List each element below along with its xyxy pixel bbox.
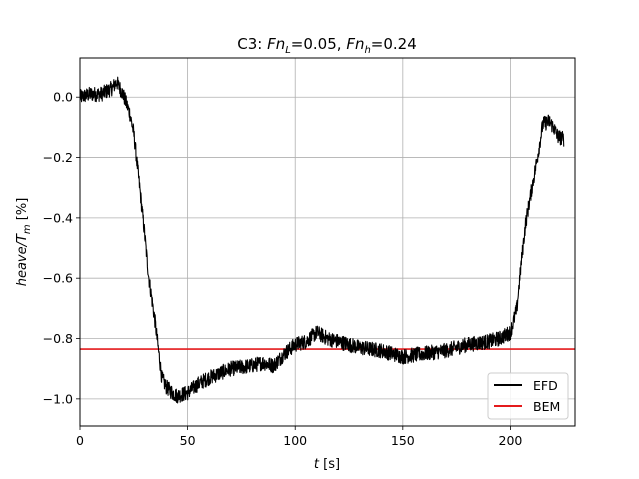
x-axis-label: t [s] (314, 457, 340, 472)
x-tick-label: 100 (283, 433, 307, 448)
x-axis-ticks: 0 50 100 150 200 (76, 426, 522, 448)
y-tick-label: −0.2 (43, 150, 73, 165)
y-tick-label: −0.8 (43, 331, 73, 346)
y-tick-label: 0.0 (53, 90, 73, 105)
x-tick-label: 0 (76, 433, 84, 448)
legend: EFD BEM (487, 372, 569, 420)
legend-label-bem: BEM (533, 399, 560, 414)
y-tick-label: −1.0 (43, 391, 73, 406)
legend-label-efd: EFD (533, 378, 558, 393)
efd-line (79, 76, 565, 404)
y-axis-ticks: 0.0 −0.2 −0.4 −0.6 −0.8 −1.0 (43, 90, 80, 406)
y-axis-label: heave/Tm [%] (15, 198, 33, 287)
x-tick-label: 200 (499, 433, 523, 448)
chart-title: C3: FnL=0.05, Fnh=0.24 (237, 35, 417, 56)
x-tick-label: 50 (180, 433, 196, 448)
x-tick-label: 150 (391, 433, 415, 448)
plot-frame (79, 57, 576, 427)
y-tick-label: −0.4 (43, 210, 73, 225)
y-tick-label: −0.6 (43, 271, 73, 286)
efd-series (79, 76, 565, 404)
